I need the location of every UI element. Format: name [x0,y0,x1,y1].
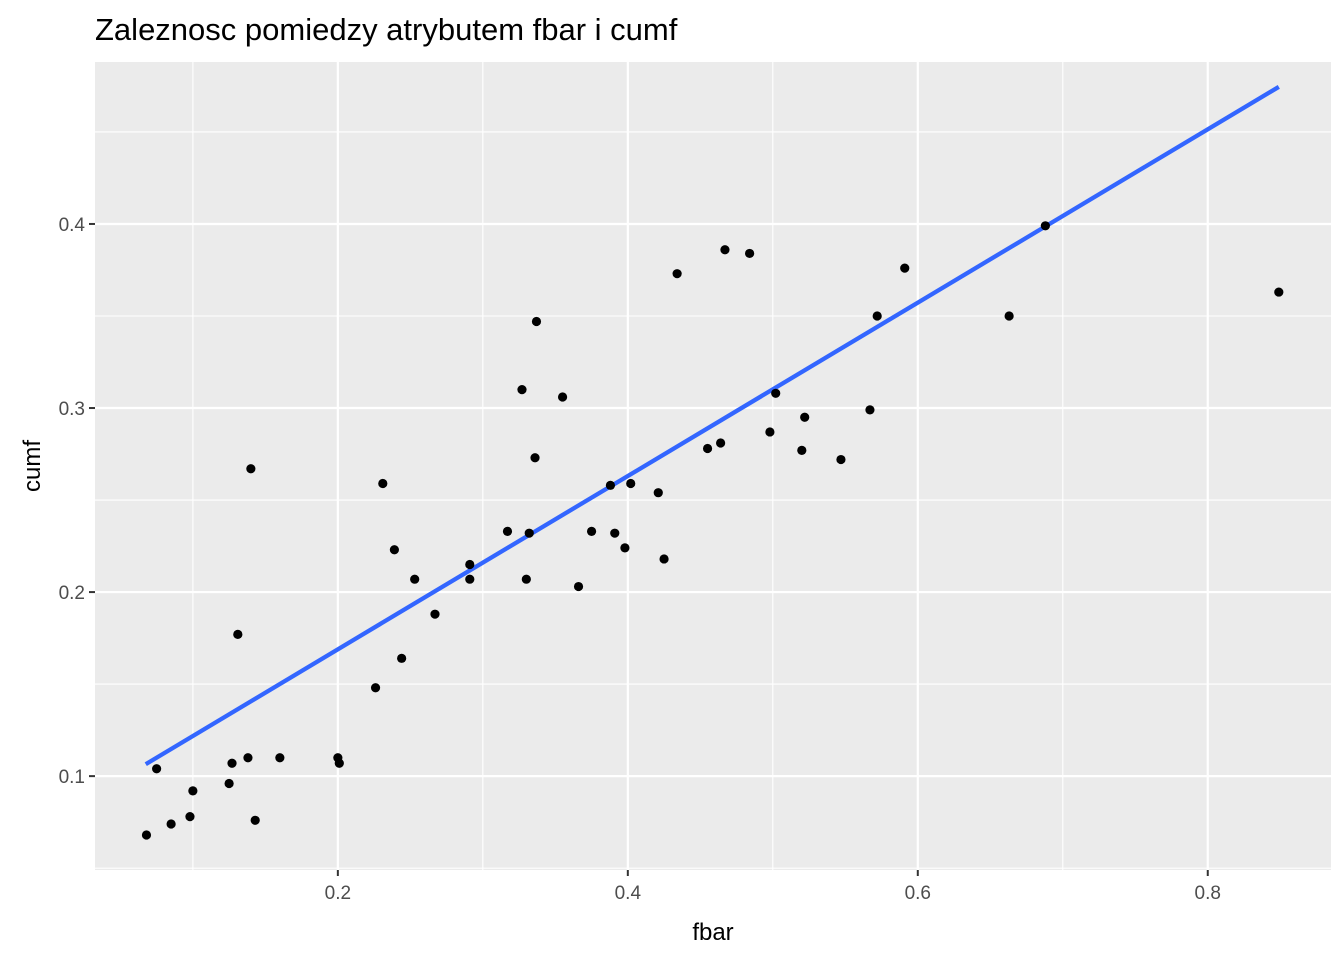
data-point [188,786,198,796]
data-point [800,412,810,422]
data-point [720,245,730,255]
data-point [246,464,256,474]
trend-line [144,85,1280,767]
data-point [605,480,616,490]
major-gridlines [95,62,1331,870]
data-point [586,526,597,536]
data-point [659,554,669,564]
x-tick-label: 0.2 [325,883,351,904]
data-point [243,753,253,763]
data-point [141,830,152,840]
data-point [389,545,399,555]
x-axis: 0.2 0.4 0.6 0.8 [325,870,1221,904]
data-point [1274,287,1284,297]
data-point [1040,221,1050,231]
data-point [517,385,527,395]
data-point [250,815,260,825]
y-tick-label: 0.3 [59,399,85,420]
data-point [797,445,807,455]
data-point [745,248,755,259]
minor-gridlines [95,62,1331,870]
plot-panel [95,62,1331,870]
data-point [410,574,420,584]
data-point [557,392,568,402]
trend-line-layer [144,85,1280,767]
data-point [502,526,513,536]
data-point [900,263,910,273]
y-axis: 0.1 0.2 0.3 0.4 [59,215,95,788]
x-tick-label: 0.8 [1195,883,1221,904]
data-point [521,574,531,584]
data-point [610,528,620,538]
data-point [573,581,584,592]
data-point [185,812,195,822]
x-tick-label: 0.4 [615,883,642,904]
data-point [672,269,682,279]
data-points [141,221,1284,840]
x-tick-label: 0.6 [905,883,931,904]
data-point [227,758,237,768]
data-point [1004,311,1014,321]
chart-title: Zaleznosc pomiedzy atrybutem fbar i cumf [95,12,678,47]
data-point [836,454,846,465]
data-point [233,629,243,640]
data-point [430,609,440,619]
data-point [531,316,542,327]
data-point [865,405,875,415]
data-point [620,543,630,553]
data-point [275,753,285,763]
data-point [152,764,162,774]
y-tick-label: 0.4 [59,215,86,236]
data-point [397,653,407,663]
y-axis-title: cumf [19,440,46,492]
data-point [626,478,636,489]
data-point [524,528,534,538]
data-point [771,388,781,398]
data-point [765,427,775,437]
data-point [334,758,344,768]
data-point [465,559,475,570]
x-axis-title: fbar [692,919,733,946]
data-point [653,488,663,498]
y-tick-label: 0.2 [59,583,85,604]
data-point [702,443,713,454]
data-point [378,478,388,489]
data-point [166,819,176,829]
data-point [224,778,234,789]
data-point [872,311,882,321]
data-point [716,438,726,448]
y-tick-label: 0.1 [59,767,85,788]
data-point [370,683,381,693]
data-point [465,574,475,584]
data-point [530,453,540,463]
